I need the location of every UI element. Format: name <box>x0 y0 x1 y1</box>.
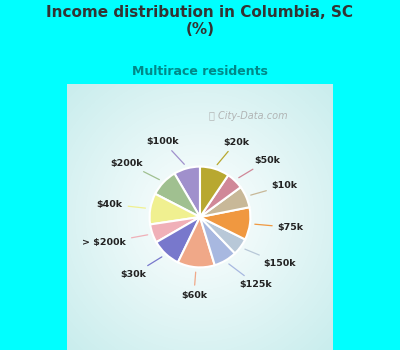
Wedge shape <box>200 207 250 239</box>
Wedge shape <box>174 167 200 217</box>
Text: $30k: $30k <box>120 257 162 279</box>
Text: $60k: $60k <box>181 272 207 300</box>
Text: $75k: $75k <box>255 223 304 232</box>
Text: $125k: $125k <box>229 264 272 289</box>
Wedge shape <box>200 175 241 217</box>
Wedge shape <box>200 187 250 217</box>
Wedge shape <box>150 217 200 242</box>
Wedge shape <box>155 174 200 217</box>
Text: $20k: $20k <box>217 138 249 164</box>
Text: $200k: $200k <box>110 159 159 180</box>
Text: ⓘ City-Data.com: ⓘ City-Data.com <box>208 111 287 121</box>
Wedge shape <box>156 217 200 262</box>
Wedge shape <box>178 217 215 267</box>
Wedge shape <box>150 194 200 224</box>
Text: Multirace residents: Multirace residents <box>132 65 268 78</box>
Text: $40k: $40k <box>96 200 146 209</box>
Text: $10k: $10k <box>251 181 298 195</box>
Text: > $200k: > $200k <box>82 235 148 247</box>
Text: $100k: $100k <box>147 137 184 164</box>
Text: Income distribution in Columbia, SC
(%): Income distribution in Columbia, SC (%) <box>46 5 354 37</box>
Wedge shape <box>200 217 235 265</box>
Text: $150k: $150k <box>245 249 296 268</box>
Text: $50k: $50k <box>239 156 280 178</box>
Wedge shape <box>200 217 245 253</box>
Wedge shape <box>200 167 228 217</box>
